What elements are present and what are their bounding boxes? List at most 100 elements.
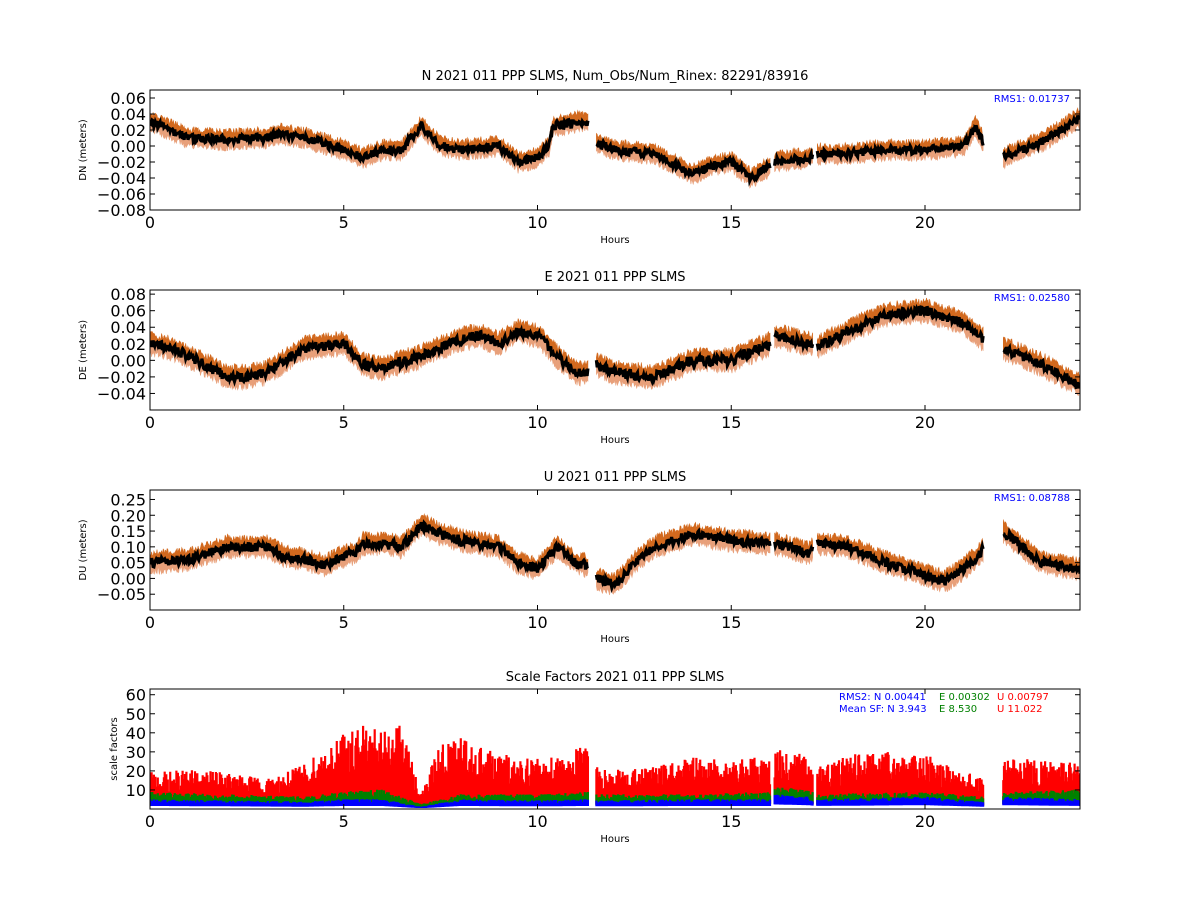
panel-scale-factors-xtick-label: 20	[915, 812, 935, 831]
panel-east-ytick-label: 0.08	[110, 285, 146, 304]
panel-north-xtick-label: 5	[339, 213, 349, 232]
panel-north-plot	[150, 107, 1080, 189]
panel-east-title: E 2021 011 PPP SLMS	[544, 270, 685, 285]
panel-scale-factors-marks	[150, 725, 1080, 808]
panel-north-series-line	[595, 136, 772, 187]
panel-east-plot	[150, 297, 1080, 398]
panel-east-rms: RMS1: 0.02580	[994, 293, 1070, 304]
panel-up-frame	[149, 489, 1081, 611]
panel-east-ytick-label: −0.02	[97, 368, 146, 387]
panel-east-series-line	[594, 340, 772, 387]
panel-scale-factors-ylabel: scale factors	[109, 717, 120, 780]
panel-north-ylabel: DN (meters)	[78, 119, 89, 181]
panel-east-xtick-label: 5	[339, 413, 349, 432]
panel-scale-factors-ytick-label: 40	[126, 724, 146, 743]
panel-up-series-line	[1002, 527, 1080, 576]
panel-up-series-line	[150, 519, 590, 574]
panel-east-series-line	[815, 303, 985, 352]
panel-scale-factors-ytick-label: 10	[126, 781, 146, 800]
panel-up-ylabel: DU (meters)	[78, 519, 89, 580]
panel-east-frame	[149, 289, 1081, 411]
panel-north-series-line	[773, 147, 815, 168]
panel-north-series-line	[815, 123, 985, 164]
mean-sf-e-label: E 8.530	[939, 704, 977, 715]
panel-scale-factors-ytick-label: 60	[126, 686, 146, 705]
panel-up-rms: RMS1: 0.08788	[994, 493, 1070, 504]
panel-north-xtick-label: 20	[915, 213, 935, 232]
panel-north-xtick-label: 0	[145, 213, 155, 232]
panel-north-xlabel: Hours	[600, 235, 629, 246]
panel-up-xtick-label: 0	[145, 613, 155, 632]
panel-east-ytick-label: 0.00	[110, 351, 146, 370]
panel-north-axes: 0 5 10 15 20 −0.08−0.06−0.04−0.020.000.020.04…	[97, 89, 1080, 232]
panel-scale-factors-xlabel: Hours	[600, 834, 629, 845]
panel-up-xtick-label: 5	[339, 613, 349, 632]
panel-east-xlabel: Hours	[600, 435, 629, 446]
panel-up-ytick-label: 0.15	[110, 522, 146, 541]
panel-up-ytick-label: 0.05	[110, 554, 146, 573]
panel-up-series-line	[773, 537, 815, 559]
panel-scale-factors: Scale Factors 2021 011 PPP SLMS RMS2: N …	[109, 670, 1081, 845]
panel-east-axes: 0 5 10 15 20 −0.04−0.020.000.020.040.060.08	[97, 285, 1080, 432]
panel-up-ytick-label: 0.00	[110, 569, 146, 588]
panel-scale-factors-ytick-label: 30	[126, 743, 146, 762]
panel-east-marks	[150, 297, 1080, 398]
panel-east-xtick-label: 10	[527, 413, 547, 432]
panel-up-ytick-label: 0.25	[110, 490, 146, 509]
panel-north-rms: RMS1: 0.01737	[994, 94, 1070, 105]
panel-east-series-line	[150, 324, 590, 387]
panel-east-ytick-label: 0.02	[110, 335, 146, 354]
panel-east-ytick-label: −0.04	[97, 384, 146, 403]
panel-north-ytick-label: −0.08	[97, 201, 146, 220]
panel-scale-factors-xtick-label: 10	[527, 812, 547, 831]
panel-north-ytick-label: −0.02	[97, 153, 146, 172]
panel-scale-factors-title: Scale Factors 2021 011 PPP SLMS	[506, 670, 725, 685]
panel-east-series-line	[773, 329, 815, 354]
scale-factor-series-u	[150, 725, 1080, 808]
panel-east: E 2021 011 PPP SLMS RMS1: 0.02580 0 5 10 15…	[78, 270, 1081, 446]
mean-sf-u-label: U 11.022	[997, 704, 1043, 715]
panel-up-axes: 0 5 10 15 20 −0.050.000.050.100.150.200.25	[97, 490, 1080, 632]
scale-factor-series-n	[150, 794, 1080, 808]
rms2-e-label: E 0.00302	[939, 692, 990, 703]
panel-up-xlabel: Hours	[600, 634, 629, 645]
mean-sf-n-label: Mean SF: N 3.943	[839, 704, 927, 715]
panel-scale-factors-frame	[149, 688, 1081, 810]
panel-north-series-line	[150, 116, 590, 169]
panel-north-ytick-label: −0.04	[97, 169, 146, 188]
panel-north: N 2021 011 PPP SLMS, Num_Obs/Num_Rinex: …	[78, 69, 1081, 246]
panel-east-series-line	[1002, 342, 1080, 390]
panel-scale-factors-xtick-label: 15	[721, 812, 741, 831]
panel-north-xtick-label: 15	[721, 213, 741, 232]
rms2-n-label: RMS2: N 0.00441	[839, 692, 926, 703]
panel-up-xtick-label: 15	[721, 613, 741, 632]
panel-scale-factors-xtick-label: 5	[339, 812, 349, 831]
panel-up-title: U 2021 011 PPP SLMS	[544, 470, 686, 485]
panel-up-xtick-label: 10	[527, 613, 547, 632]
panel-up-plot	[150, 513, 1080, 596]
panel-up-ytick-label: 0.10	[110, 538, 146, 557]
panel-up-xtick-label: 20	[915, 613, 935, 632]
panel-east-ylabel: DE (meters)	[78, 320, 89, 380]
panel-scale-factors-plot	[150, 725, 1080, 808]
panel-north-title: N 2021 011 PPP SLMS, Num_Obs/Num_Rinex: …	[422, 69, 809, 84]
panel-up-series-line	[815, 536, 985, 587]
panel-east-ytick-label: 0.06	[110, 302, 146, 321]
panel-north-series-line	[1002, 113, 1080, 163]
panel-east-xtick-label: 0	[145, 413, 155, 432]
rms2-u-label: U 0.00797	[997, 692, 1049, 703]
panel-north-ytick-label: 0.00	[110, 137, 146, 156]
panel-up-series-line	[594, 527, 772, 594]
panel-up-marks	[150, 513, 1080, 596]
panel-up: U 2021 011 PPP SLMS RMS1: 0.08788 0 5 10 15…	[78, 470, 1081, 645]
panel-east-xtick-label: 15	[721, 413, 741, 432]
panel-north-frame	[149, 89, 1081, 211]
panel-scale-factors-xtick-label: 0	[145, 812, 155, 831]
panel-up-ytick-label: 0.20	[110, 506, 146, 525]
panel-north-ytick-label: −0.06	[97, 185, 146, 204]
panel-scale-factors-ytick-label: 20	[126, 762, 146, 781]
panel-east-xtick-label: 20	[915, 413, 935, 432]
panel-north-marks	[150, 107, 1080, 189]
